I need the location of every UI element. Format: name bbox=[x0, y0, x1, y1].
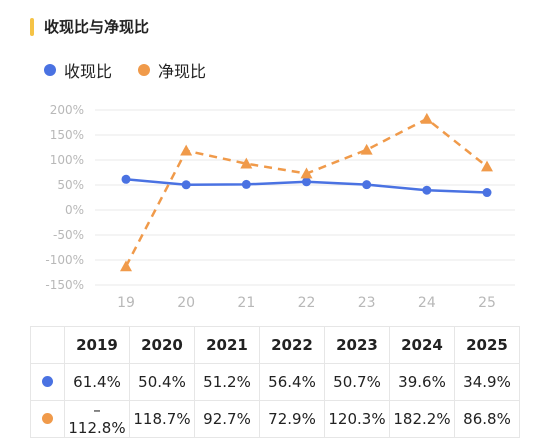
legend: 收现比 净现比 bbox=[44, 58, 232, 82]
data-point-series2 bbox=[420, 112, 433, 124]
y-tick-label: 100% bbox=[50, 153, 84, 167]
table-header-year: 2019 bbox=[64, 326, 130, 364]
table-cell: 92.7% bbox=[194, 400, 260, 438]
table-cell: 51.2% bbox=[194, 363, 260, 401]
y-tick-label: -100% bbox=[45, 253, 84, 267]
table-cell: 50.4% bbox=[129, 363, 195, 401]
data-point-series1 bbox=[121, 174, 131, 184]
x-tick-label: 23 bbox=[358, 295, 376, 311]
table-header-year: 2023 bbox=[324, 326, 390, 364]
x-tick-label: 25 bbox=[478, 295, 496, 311]
table-cell: 34.9% bbox=[454, 363, 520, 401]
table-header-year: 2025 bbox=[454, 326, 520, 364]
line-chart: 200% 150% 100% 50% 0% -50% -100% -150% 19 20 21 22… bbox=[45, 103, 515, 311]
data-point-series1 bbox=[422, 185, 432, 195]
table-header-year: 2021 bbox=[194, 326, 260, 364]
table-cell: 61.4% bbox=[64, 363, 130, 401]
x-tick-label: 19 bbox=[117, 295, 135, 311]
table-cell: –112.8% bbox=[64, 400, 130, 438]
table-cell: 118.7% bbox=[129, 400, 195, 438]
series1-dot-icon bbox=[42, 376, 53, 387]
grid bbox=[95, 109, 515, 286]
table-cell: 120.3% bbox=[324, 400, 390, 438]
table-cell: 72.9% bbox=[259, 400, 325, 438]
data-point-series1 bbox=[241, 179, 251, 189]
legend-item-series1[interactable]: 收现比 bbox=[44, 58, 112, 82]
data-point-series1 bbox=[302, 177, 311, 187]
series-layer bbox=[120, 112, 493, 272]
data-table: 2019 2020 2021 2022 2023 2024 2025 61.4%… bbox=[30, 326, 520, 438]
legend-item-series2[interactable]: 净现比 bbox=[138, 58, 206, 82]
y-tick-label: -50% bbox=[53, 228, 84, 242]
data-point-series1 bbox=[482, 188, 492, 198]
y-tick-label: 200% bbox=[50, 103, 84, 117]
x-tick-label: 22 bbox=[298, 295, 316, 311]
data-point-series2 bbox=[360, 143, 373, 155]
y-tick-label: 50% bbox=[57, 178, 84, 192]
legend-marker-series2 bbox=[138, 64, 151, 76]
table-header-key bbox=[30, 326, 65, 364]
y-tick-label: 150% bbox=[50, 128, 84, 142]
data-point-series2 bbox=[120, 260, 132, 272]
table-header-year: 2022 bbox=[259, 326, 325, 364]
data-point-series2 bbox=[180, 144, 193, 156]
table-header-row: 2019 2020 2021 2022 2023 2024 2025 bbox=[30, 326, 520, 364]
data-point-series2 bbox=[481, 160, 493, 172]
table-cell: 182.2% bbox=[389, 400, 455, 438]
series2-dot-icon bbox=[42, 413, 53, 424]
data-point-series2 bbox=[240, 157, 253, 169]
table-cell: 86.8% bbox=[454, 400, 520, 438]
x-axis: 19 20 21 22 23 24 25 bbox=[117, 295, 496, 311]
x-tick-label: 24 bbox=[418, 295, 436, 311]
data-point-series1 bbox=[181, 180, 191, 190]
x-tick-label: 20 bbox=[177, 295, 195, 311]
table-cell: 39.6% bbox=[389, 363, 455, 401]
x-tick-label: 21 bbox=[237, 295, 255, 311]
title-accent-bar bbox=[30, 18, 34, 36]
table-row-series1: 61.4% 50.4% 51.2% 56.4% 50.7% 39.6% 34.9… bbox=[30, 363, 520, 401]
table-cell: 50.7% bbox=[324, 363, 390, 401]
table-cell: 56.4% bbox=[259, 363, 325, 401]
row-key-series2 bbox=[30, 400, 65, 438]
y-axis: 200% 150% 100% 50% 0% -50% -100% -150% bbox=[45, 103, 84, 292]
legend-label-series1: 收现比 bbox=[64, 62, 113, 81]
data-point-series2 bbox=[300, 167, 313, 179]
table-header-year: 2020 bbox=[129, 326, 195, 364]
data-point-series1 bbox=[362, 180, 372, 190]
table-header-year: 2024 bbox=[389, 326, 455, 364]
y-tick-label: -150% bbox=[45, 278, 84, 292]
row-key-series1 bbox=[30, 363, 65, 401]
y-tick-label: 0% bbox=[65, 203, 84, 217]
series-line-2 bbox=[124, 117, 488, 267]
legend-label-series2: 净现比 bbox=[158, 62, 207, 81]
legend-marker-series1 bbox=[44, 64, 56, 76]
table-row-series2: –112.8% 118.7% 92.7% 72.9% 120.3% 182.2%… bbox=[30, 400, 520, 438]
chart-title: 收现比与净现比 bbox=[44, 18, 150, 36]
